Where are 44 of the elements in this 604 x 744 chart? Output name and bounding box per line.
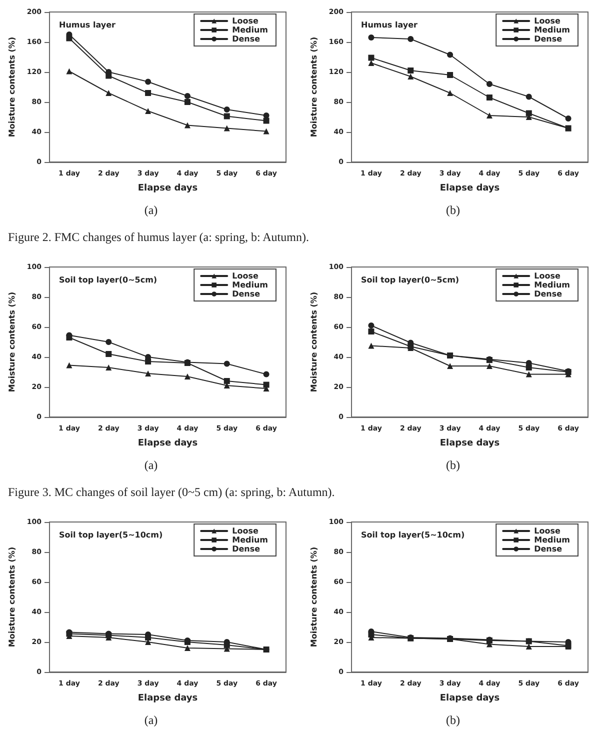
text: (a) xyxy=(143,203,159,218)
legend-label: Dense xyxy=(232,34,261,44)
y-axis-title: Moisture contents (%) xyxy=(8,36,16,138)
x-axis-title: Elapse days xyxy=(440,438,500,448)
text: Soil top layer(0~5cm) xyxy=(59,276,158,284)
caption: Figure 2. FMC changes of humus layer (a: spring, b: Autumn). xyxy=(8,230,309,245)
text: Humus layer xyxy=(361,20,418,30)
y-axis-title: Moisture contents (%) xyxy=(310,292,318,392)
x-axis-title: Elapse days xyxy=(440,694,500,704)
legend-label: Dense xyxy=(232,544,261,554)
legend-label: Medium xyxy=(534,280,570,290)
text: (b) xyxy=(445,203,461,218)
legend-label: Dense xyxy=(534,34,563,44)
x-axis-title: Elapse days xyxy=(138,694,198,704)
y-axis-title: Moisture contents (%) xyxy=(310,36,318,138)
legend-label: Dense xyxy=(534,544,563,554)
text: (b) xyxy=(445,713,461,728)
y-axis-title: Moisture contents (%) xyxy=(310,546,318,648)
y-axis-title: Moisture contents (%) xyxy=(8,292,16,392)
text: Soil top layer(0~5cm) xyxy=(361,276,460,284)
legend-label: Loose xyxy=(534,272,561,280)
legend-label: Loose xyxy=(534,16,561,26)
text: Soil top layer(5~10cm) xyxy=(361,530,465,540)
x-axis-title: Elapse days xyxy=(440,184,500,194)
text: (b) xyxy=(445,458,461,473)
caption: Figure 3. MC changes of soil layer (0~5 cm) (a: spring, b: Autumn). xyxy=(8,485,335,500)
legend-label: Dense xyxy=(534,290,563,298)
legend-label: Loose xyxy=(232,272,259,280)
y-axis-title: Moisture contents (%) xyxy=(8,546,16,648)
legend-label: Loose xyxy=(232,16,259,26)
x-axis-title: Elapse days xyxy=(138,184,198,194)
legend-label: Loose xyxy=(232,526,259,536)
legend-label: Medium xyxy=(534,26,570,34)
legend-label: Dense xyxy=(232,290,261,298)
text: (a) xyxy=(143,458,159,473)
x-axis-title: Elapse days xyxy=(138,438,198,448)
text: (a) xyxy=(143,713,159,728)
legend-label: Medium xyxy=(232,26,268,34)
legend-label: Loose xyxy=(534,526,561,536)
legend-label: Medium xyxy=(232,280,268,290)
legend-label: Medium xyxy=(534,536,570,544)
text: Humus layer xyxy=(59,20,116,30)
legend-label: Medium xyxy=(232,536,268,544)
text: Soil top layer(5~10cm) xyxy=(59,530,163,540)
